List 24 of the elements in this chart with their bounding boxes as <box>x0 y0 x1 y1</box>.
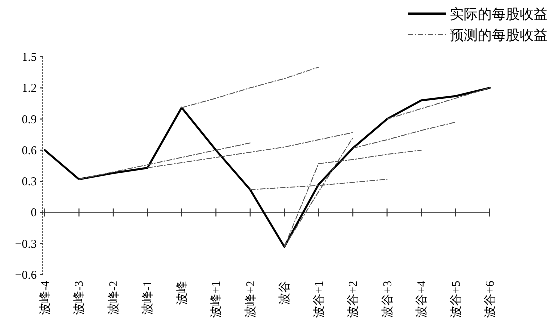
y-tick-label: −0.3 <box>15 236 37 251</box>
x-tick-label: 波峰 <box>174 281 189 305</box>
y-tick-label: −0.6 <box>15 268 37 282</box>
x-tick-label: 波峰+1 <box>209 281 224 318</box>
x-tick-label: 波谷 <box>278 281 292 305</box>
legend-label: 预测的每股收益 <box>450 28 548 44</box>
x-tick-label: 波峰-4 <box>38 281 52 315</box>
y-tick-label: 0.9 <box>22 112 37 126</box>
x-tick-label: 波谷+3 <box>380 281 394 318</box>
x-tick-label: 波谷+1 <box>312 281 326 318</box>
x-tick-label: 波谷+6 <box>483 281 497 318</box>
y-tick-label: 1.2 <box>22 81 37 96</box>
x-tick-label: 波峰-2 <box>106 281 120 315</box>
legend-label: 实际的每股收益 <box>450 7 548 23</box>
y-tick-label: 1.5 <box>22 50 37 64</box>
y-tick-label: 0.6 <box>22 143 37 158</box>
y-tick-label: 0.3 <box>22 174 37 189</box>
x-tick-label: 波谷+5 <box>448 281 463 318</box>
x-tick-label: 波谷+2 <box>346 281 360 318</box>
x-tick-label: 波谷+4 <box>414 281 429 318</box>
y-tick-label: 0 <box>31 206 37 220</box>
x-tick-label: 波峰-1 <box>140 281 155 315</box>
x-tick-label: 波峰+2 <box>243 281 258 318</box>
x-tick-label: 波峰-3 <box>72 281 86 315</box>
